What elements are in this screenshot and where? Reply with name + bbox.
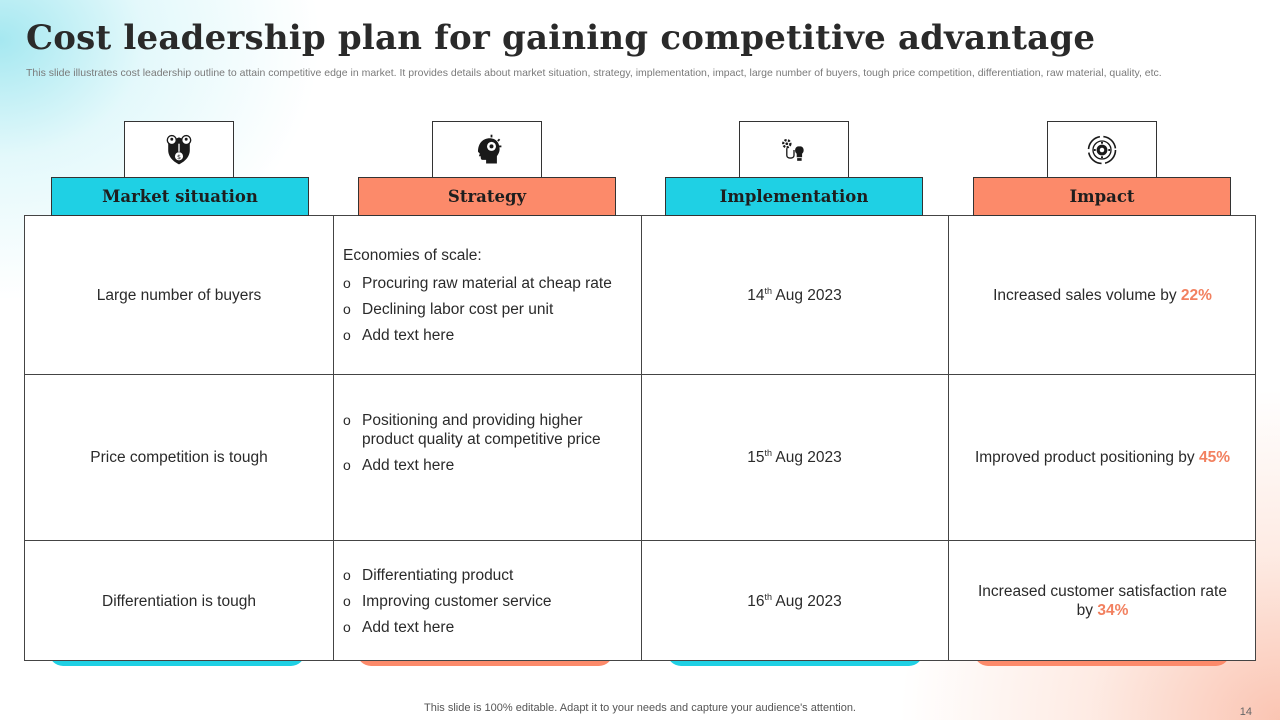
strategy-cell: o Positioning and providing higher produc… [333, 374, 641, 540]
target-gear-icon [1047, 121, 1157, 178]
column-divider [641, 216, 642, 660]
impact-value: 34% [1097, 602, 1129, 619]
slide-footer: This slide is 100% editable. Adapt it to… [424, 702, 856, 714]
list-item: o Declining labor cost per unit [343, 300, 554, 318]
impact-value: 45% [1199, 448, 1231, 466]
impact-cell: Increased customer satisfaction rate by … [978, 583, 1227, 619]
row-divider [25, 374, 1255, 375]
strategy-cell: o Differentiating product o Improving cust… [333, 540, 641, 662]
implementation-date-cell: 16th Aug 2023 [747, 591, 842, 610]
list-item: o Improving customer service [343, 592, 552, 610]
column-divider [948, 216, 949, 660]
shield-people-icon: $ [124, 121, 234, 178]
slide-subtitle: This slide illustrates cost leadership o… [26, 67, 1162, 79]
list-item: o Positioning and providing higher produc… [343, 412, 601, 448]
list-item: o Add text here [343, 326, 455, 344]
gear-lightbulb-icon [739, 121, 849, 178]
slide-title: Cost leadership plan for gaining competi… [26, 18, 1096, 58]
header-impact: Impact [973, 177, 1231, 216]
list-item: o Add text here [343, 457, 455, 474]
plan-table: Large number of buyers Economies of scal… [24, 215, 1256, 661]
impact-value: 22% [1180, 286, 1212, 304]
situation-cell: Price competition is tough [90, 448, 268, 466]
strategy-lead: Economies of scale: [343, 246, 482, 264]
row-divider [25, 540, 1255, 541]
column-divider [333, 216, 334, 660]
header-market-situation: Market situation [51, 177, 309, 216]
situation-cell: Large number of buyers [96, 286, 262, 304]
implementation-date-cell: 14th Aug 2023 [747, 285, 842, 304]
list-item: o Differentiating product [343, 566, 514, 584]
svg-text:$: $ [177, 154, 181, 161]
strategy-cell: Economies of scale: o Procuring raw mater… [333, 216, 641, 374]
impact-cell: Improved product positioning by 45% [974, 448, 1231, 466]
situation-cell: Differentiation is tough [102, 592, 256, 610]
header-strategy: Strategy [358, 177, 616, 216]
implementation-date-cell: 15th Aug 2023 [747, 447, 842, 466]
header-implementation: Implementation [665, 177, 923, 216]
page-number: 14 [1239, 706, 1252, 718]
list-item: o Procuring raw material at cheap rate [343, 274, 612, 292]
head-gear-icon [432, 121, 542, 178]
list-item: o Add text here [343, 618, 455, 636]
impact-cell: Increased sales volume by 22% [993, 286, 1212, 304]
